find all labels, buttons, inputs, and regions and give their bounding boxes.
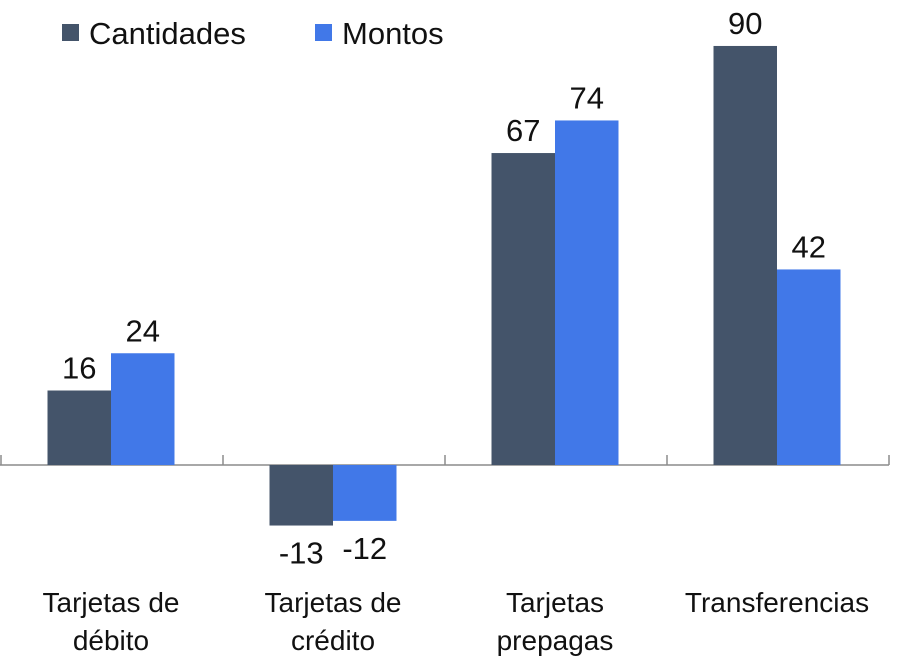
bar-cantidades (47, 390, 111, 465)
data-label: 42 (792, 229, 826, 264)
category-label: Transferencias (685, 587, 869, 618)
data-label: 16 (62, 351, 96, 386)
category-label: débito (73, 625, 149, 656)
data-label: 74 (570, 80, 604, 115)
bar-montos (111, 353, 175, 465)
legend-label: Montos (342, 16, 444, 51)
data-label: -12 (342, 531, 387, 566)
bar-cantidades (713, 45, 777, 466)
bar-cantidades (269, 465, 333, 526)
category-label: crédito (291, 625, 375, 656)
bar-montos (555, 120, 619, 466)
bar-cantidades (491, 153, 555, 465)
category-label: Tarjetas de (43, 587, 180, 618)
data-label: -13 (279, 536, 324, 571)
category-label: Tarjetas de (265, 587, 402, 618)
legend-swatch (315, 24, 332, 41)
legend-label: Cantidades (89, 16, 246, 51)
legend-swatch (62, 24, 79, 41)
bar-montos (777, 269, 841, 465)
category-label: Tarjetas (506, 587, 604, 618)
data-label: 24 (126, 313, 160, 348)
data-label: 90 (728, 6, 762, 41)
data-label: 67 (506, 113, 540, 148)
bar-montos (333, 465, 397, 521)
category-label: prepagas (497, 625, 614, 656)
